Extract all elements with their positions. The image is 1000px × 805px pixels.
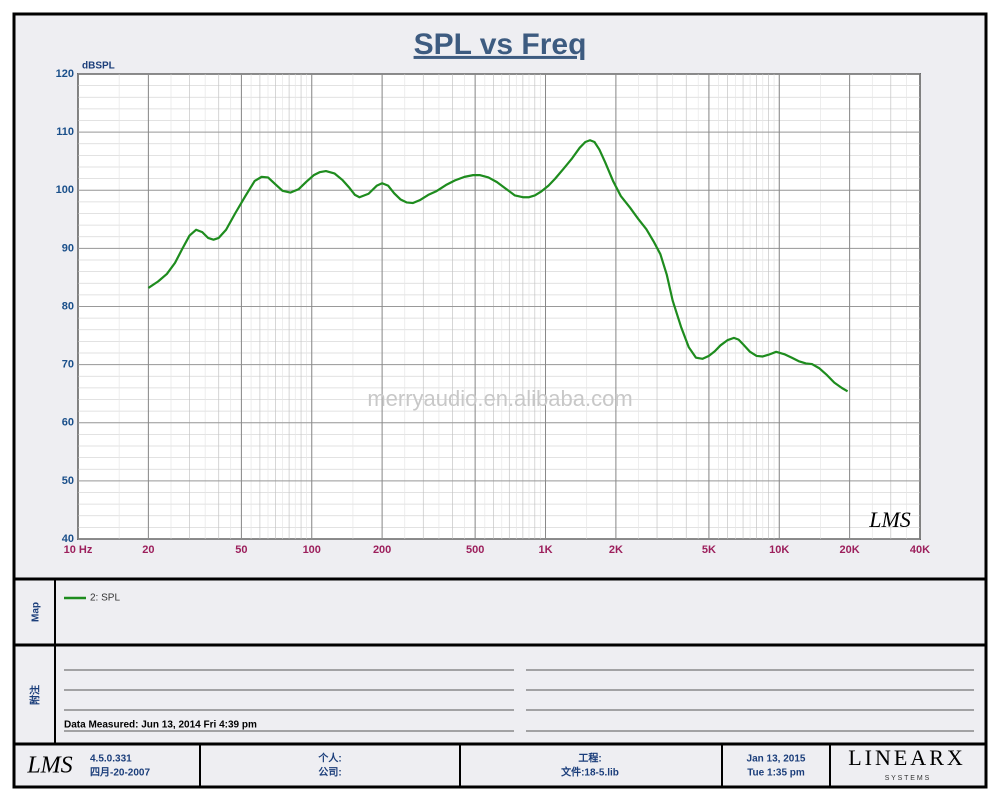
file: 文件:18-5.lib [561,766,619,779]
company: 公司: [318,767,341,779]
legend-entry: 2: SPL [90,593,120,604]
x-tick-label: 20K [840,544,860,556]
series-line [147,139,849,393]
x-tick-label: 10 Hz [64,544,93,556]
x-tick-label: 1K [538,544,552,556]
y-tick-label: 60 [62,417,74,429]
y-tick-label: 100 [56,184,74,196]
x-tick-label: 40K [910,544,930,556]
x-tick-label: 5K [702,544,716,556]
x-tick-label: 10K [769,544,789,556]
x-tick-label: 200 [373,544,391,556]
y-tick-label: 80 [62,300,74,312]
plot-logo: LMS [868,507,911,532]
footer-dividers [199,744,831,787]
x-tick-label: 20 [142,544,154,556]
version: 4.5.0.331 [90,754,132,765]
brand: LINEARX [848,745,966,770]
x-tick-label: 2K [609,544,623,556]
y-axis-label: dBSPL [82,61,115,72]
map-label: Map [31,602,42,622]
version-date: 四月-20-2007 [90,767,150,779]
x-tick-label: 100 [303,544,321,556]
grid [77,73,921,540]
x-tick-label: 500 [466,544,484,556]
y-tick-label: 120 [56,68,74,80]
time: Tue 1:35 pm [747,768,805,779]
y-tick-label: 70 [62,359,74,371]
notes-label: 附注 [29,685,42,705]
note-lines [64,669,974,732]
chart-title: SPL vs Freq [414,28,587,61]
watermark: merryaudio.en.alibaba.com [367,386,632,411]
x-tick-label: 50 [235,544,247,556]
footer-logo: LMS [26,753,72,779]
project: 工程: [578,752,601,765]
data-measured: Data Measured: Jun 13, 2014 Fri 4:39 pm [64,720,257,731]
y-tick-label: 40 [62,533,74,545]
brand-sub: S Y S T E M S [885,775,930,782]
y-tick-label: 110 [56,126,74,138]
y-tick-label: 90 [62,242,74,254]
y-tick-label: 50 [62,475,74,487]
date: Jan 13, 2015 [747,754,806,765]
person: 个人: [317,752,341,765]
